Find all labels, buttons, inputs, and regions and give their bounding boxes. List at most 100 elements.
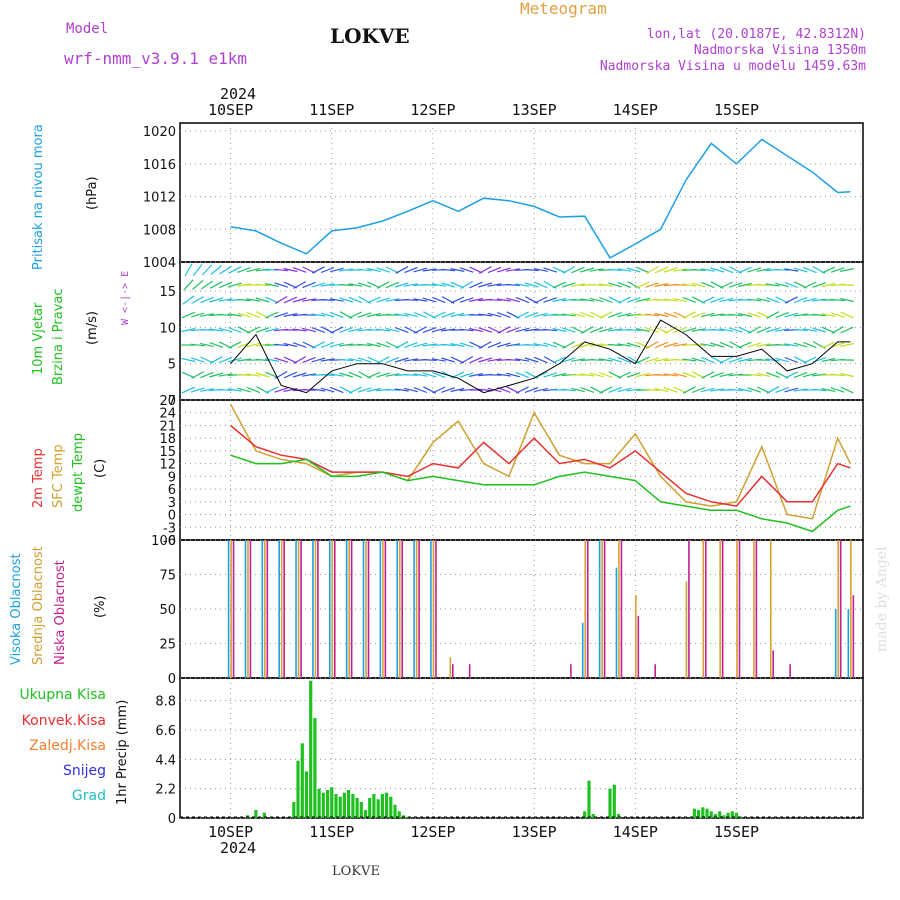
precip-bar [389, 796, 393, 818]
wind-barb [580, 373, 595, 377]
precip-bar [587, 780, 591, 818]
wind-barb [617, 268, 632, 272]
wind-barb [673, 372, 687, 378]
wind-barb [357, 357, 372, 363]
wind-barb [209, 356, 223, 364]
wind-barb [329, 342, 344, 348]
wind-barb [302, 327, 316, 333]
precip-bar [406, 816, 410, 818]
wind-barb [635, 372, 650, 378]
wind-barb [701, 281, 715, 289]
day-label-bottom: 13SEP [512, 823, 557, 841]
wind-barb [330, 386, 344, 394]
wind-barb [571, 266, 585, 274]
temp-tick-label: 6 [168, 483, 176, 498]
precip-bar [612, 784, 616, 818]
wind-barb [840, 386, 854, 394]
footer-station: LOKVE [332, 864, 380, 879]
wind-barb [264, 283, 279, 287]
wind-barb [533, 343, 548, 347]
wind-barb [320, 312, 335, 318]
wind-barb [413, 311, 428, 319]
wind-barb [469, 266, 483, 274]
day-label-top: 11SEP [309, 101, 354, 119]
wind-barb [395, 266, 409, 274]
wind-barb [543, 372, 557, 378]
wind-barb [385, 266, 400, 274]
wind-barb [766, 311, 780, 319]
wind-barb [598, 327, 613, 333]
wind-barb [339, 372, 353, 378]
wind-barb [432, 296, 446, 304]
wind-barb [636, 281, 650, 289]
wind-barb [682, 311, 696, 319]
precip-bar [730, 811, 734, 818]
wind-barb [562, 341, 576, 349]
wind-barb [237, 267, 251, 273]
wind-barb [450, 312, 465, 318]
wind-barb [422, 327, 437, 333]
precip-bar [351, 794, 355, 818]
wind-barb [450, 343, 465, 347]
precip-bar [701, 807, 705, 818]
wind-barb [570, 358, 586, 362]
credit-label: made by Angel [874, 546, 890, 652]
wind-barb [793, 267, 808, 273]
wind-barb [265, 371, 279, 379]
wind-barb [561, 313, 576, 317]
pressure-line [230, 138, 851, 259]
wind-barb [274, 268, 289, 272]
wind-tick-label: 15 [159, 285, 176, 300]
wind-barb [617, 281, 632, 289]
wind-barb [719, 328, 734, 332]
wind-barb [570, 283, 586, 287]
wind-barb [227, 388, 242, 392]
wind-barb [357, 268, 372, 272]
wind-barb [274, 295, 288, 305]
wind-barb [700, 387, 715, 393]
wind-barb [292, 297, 307, 303]
wind-barb [840, 311, 854, 319]
wind-barb [367, 371, 381, 379]
wind-barb [543, 342, 557, 348]
meteogram-title: Meteogram [520, 0, 607, 18]
temp-tick-label: 18 [159, 432, 176, 447]
wind-barb [663, 298, 678, 302]
wind-barb [339, 343, 354, 347]
wind-barb [385, 327, 400, 333]
wind-barb [831, 325, 845, 335]
wind-barb [821, 282, 836, 288]
precip-bar [368, 798, 372, 818]
wind-barb [589, 326, 604, 334]
year-top: 2024 [220, 85, 256, 103]
cloud-tick-label: 25 [159, 638, 176, 653]
wind-barb [292, 328, 307, 332]
precip-tick-label: 4.4 [155, 753, 176, 768]
wind-barb [348, 386, 362, 394]
wind-barb [673, 297, 687, 303]
wind-barb [654, 341, 669, 349]
wind-barb [626, 328, 641, 332]
wind-barb [821, 388, 836, 392]
wind-barb [422, 268, 437, 272]
wind-barb [330, 311, 344, 319]
wind-barb [682, 358, 697, 362]
wind-barb [255, 283, 270, 287]
wind-barb [626, 313, 641, 317]
wind-barb [589, 268, 604, 272]
wind-barb [812, 327, 827, 333]
wind-barb [765, 372, 780, 378]
wind-barb [830, 298, 845, 302]
wind-barb [839, 372, 854, 378]
wind-barb [218, 314, 233, 316]
precip-legend-conv: Konvek.Kisa [22, 713, 106, 729]
wind-barb [376, 281, 390, 289]
wind-barb [413, 326, 427, 334]
cloud-axis-title-1: Visoka Oblacnost [9, 553, 24, 665]
precip-tick-label: 8.8 [155, 695, 176, 710]
wind-barb [385, 356, 400, 364]
wind-barb [348, 371, 363, 379]
wind-barb [533, 268, 548, 272]
wind-barb [784, 343, 799, 347]
temp-tick-label: -3 [163, 521, 176, 536]
